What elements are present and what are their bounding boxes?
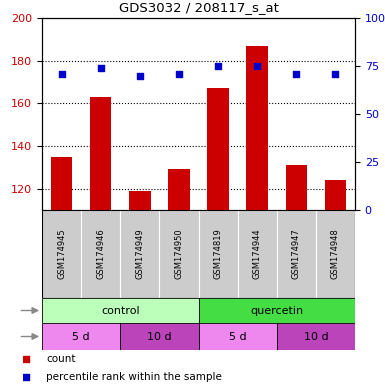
Bar (120, 323, 199, 350)
Point (254, 63, 260, 69)
Bar (277, 323, 355, 350)
Point (332, 71, 338, 77)
Bar (246, 46, 268, 210)
Bar (199, 210, 238, 298)
Bar (207, 88, 229, 210)
Text: 10 d: 10 d (303, 331, 328, 341)
Point (215, 63, 221, 69)
Bar (42, 323, 120, 350)
Point (293, 71, 300, 77)
Text: GSM174945: GSM174945 (57, 229, 66, 279)
Bar (238, 210, 277, 298)
Bar (42, 210, 81, 298)
Title: GDS3032 / 208117_s_at: GDS3032 / 208117_s_at (119, 1, 278, 14)
Bar (42, 298, 199, 323)
Bar (325, 180, 346, 210)
Text: control: control (101, 306, 139, 316)
Text: GSM174948: GSM174948 (331, 228, 340, 280)
Text: GSM174944: GSM174944 (253, 229, 262, 279)
Bar (286, 165, 307, 210)
Bar (159, 210, 199, 298)
Text: GSM174819: GSM174819 (214, 228, 223, 280)
Bar (199, 298, 355, 323)
Bar (199, 323, 277, 350)
Text: GSM174950: GSM174950 (174, 229, 183, 279)
Bar (120, 210, 159, 298)
Bar (316, 210, 355, 298)
Text: percentile rank within the sample: percentile rank within the sample (46, 372, 222, 382)
Text: GSM174947: GSM174947 (292, 228, 301, 280)
Point (23, 374, 29, 380)
Bar (81, 210, 120, 298)
Point (59, 71, 65, 77)
Text: GSM174949: GSM174949 (135, 229, 144, 279)
Text: quercetin: quercetin (250, 306, 303, 316)
Point (23, 356, 29, 362)
Text: 10 d: 10 d (147, 331, 172, 341)
Bar (277, 210, 316, 298)
Text: 5 d: 5 d (229, 331, 246, 341)
Bar (129, 191, 151, 210)
Point (137, 73, 143, 79)
Text: count: count (46, 354, 75, 364)
Point (176, 71, 182, 77)
Text: 5 d: 5 d (72, 331, 90, 341)
Bar (168, 169, 190, 210)
Bar (90, 97, 111, 210)
Text: GSM174946: GSM174946 (96, 228, 105, 280)
Bar (51, 157, 72, 210)
Point (98, 65, 104, 71)
